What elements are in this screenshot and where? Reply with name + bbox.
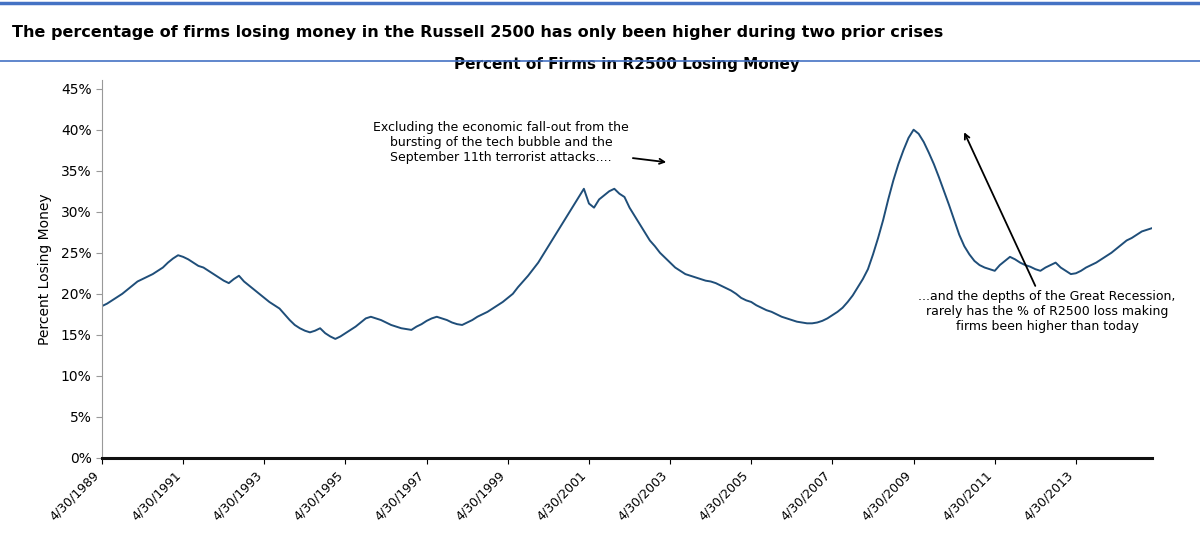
Title: Percent of Firms in R2500 Losing Money: Percent of Firms in R2500 Losing Money bbox=[454, 57, 800, 72]
Y-axis label: Percent Losing Money: Percent Losing Money bbox=[38, 193, 53, 345]
Text: The percentage of firms losing money in the Russell 2500 has only been higher du: The percentage of firms losing money in … bbox=[12, 25, 943, 40]
Text: ...and the depths of the Great Recession,
rarely has the % of R2500 loss making
: ...and the depths of the Great Recession… bbox=[918, 134, 1176, 332]
Text: Excluding the economic fall-out from the
bursting of the tech bubble and the
Sep: Excluding the economic fall-out from the… bbox=[373, 120, 665, 164]
